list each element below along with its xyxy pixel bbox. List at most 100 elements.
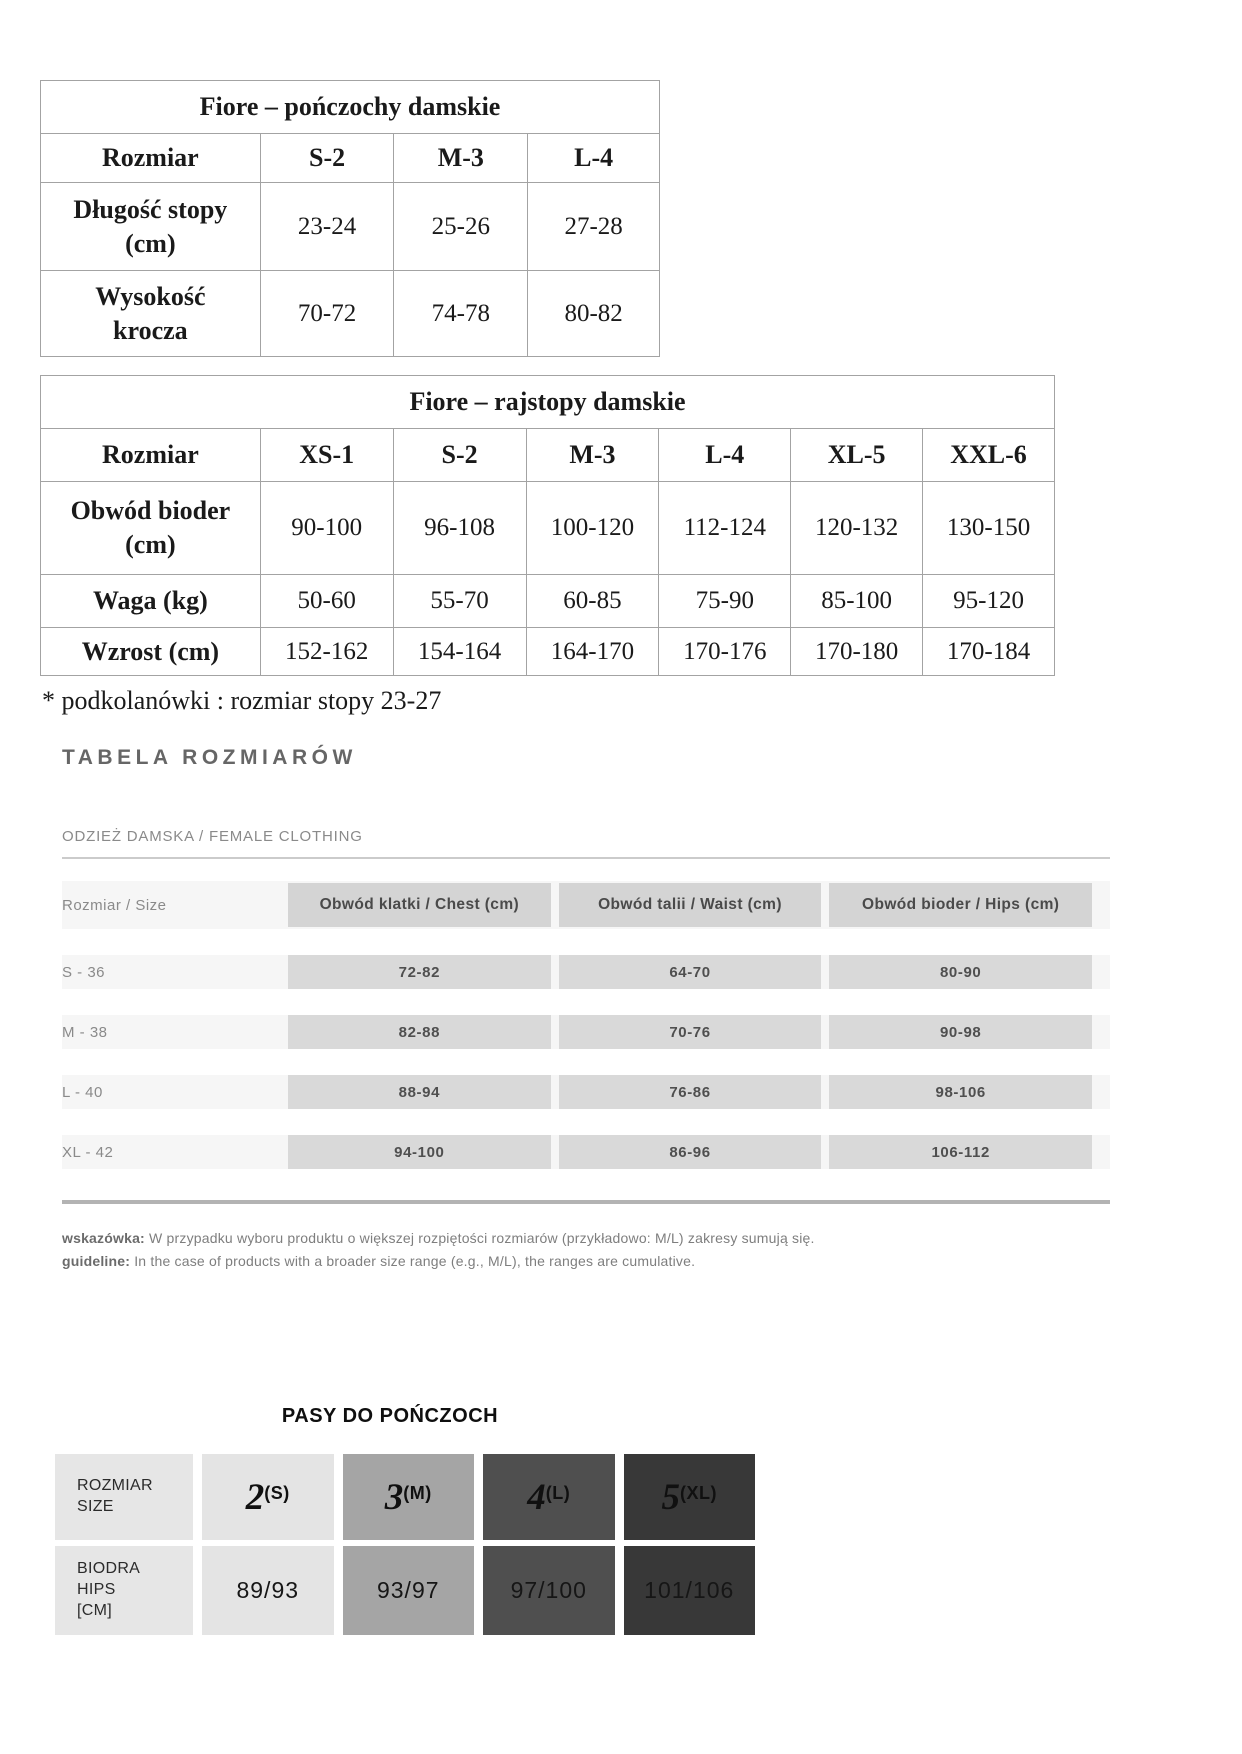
column-header: Rozmiar <box>40 133 261 183</box>
table-cell: 96-108 <box>392 481 527 575</box>
column-header: S-2 <box>392 428 527 482</box>
table-row: S - 36 72-82 64-70 80-90 <box>62 955 1110 989</box>
hips-value: 93/97 <box>376 1577 440 1603</box>
size-number: 3 <box>384 1476 404 1518</box>
table-cell: 170-180 <box>790 627 924 676</box>
hips-cell: 93/97 <box>342 1546 474 1635</box>
table-cell: 95-120 <box>922 574 1055 628</box>
row-label: Długość stopy (cm) <box>40 182 261 271</box>
size-letter: (XL) <box>680 1482 717 1503</box>
row-label: S - 36 <box>62 963 106 981</box>
table-cell: 170-184 <box>922 627 1055 676</box>
table-cell: 86-96 <box>558 1135 822 1169</box>
table-row: M - 38 82-88 70-76 90-98 <box>62 1015 1110 1049</box>
table-cell: 82-88 <box>288 1015 551 1049</box>
table-row: L - 40 88-94 76-86 98-106 <box>62 1075 1110 1109</box>
table-cell: 106-112 <box>829 1135 1093 1169</box>
table-cell: 50-60 <box>259 574 394 628</box>
divider <box>62 857 1110 859</box>
table-cell: 154-164 <box>392 627 527 676</box>
section-label: ODZIEŻ DAMSKA / FEMALE CLOTHING <box>62 828 363 845</box>
divider <box>62 1200 1110 1204</box>
hint-pl-text: W przypadku wyboru produktu o większej r… <box>144 1230 815 1246</box>
table-cell: 64-70 <box>558 955 822 989</box>
table-row: Długość stopy (cm) 23-24 25-26 27-28 <box>40 182 660 271</box>
garter-belt-heading: PASY DO POŃCZOCH <box>281 1405 499 1427</box>
table-cell: 25-26 <box>393 182 529 271</box>
column-header: M-3 <box>393 133 529 183</box>
table-cell: 170-176 <box>658 627 792 676</box>
header-row: Rozmiar / Size Obwód klatki / Chest (cm)… <box>62 881 1110 929</box>
female-clothing-size-table: ODZIEŻ DAMSKA / FEMALE CLOTHING Rozmiar … <box>62 828 1110 1204</box>
column-header: XL-5 <box>790 428 924 482</box>
column-header: Obwód bioder / Hips (cm) <box>829 883 1093 927</box>
table-cell: 90-100 <box>259 481 394 575</box>
garter-belt-table: ROZMIAR SIZE 2 (S) 3 (M) 4 (L) 5 (XL) BIODRA… <box>55 1454 755 1635</box>
size-cell: 5 (XL) <box>623 1454 755 1540</box>
hips-value: 97/100 <box>510 1577 587 1603</box>
table-cell: 100-120 <box>525 481 660 575</box>
table-cell: 70-72 <box>259 270 395 357</box>
table-cell: 55-70 <box>392 574 527 628</box>
table-row: Waga (kg) 50-60 55-70 60-85 75-90 85-100… <box>40 574 1055 628</box>
size-cell: 3 (M) <box>342 1454 474 1540</box>
hint-pl: wskazówka: W przypadku wyboru produktu o… <box>62 1227 1242 1250</box>
hips-row: BIODRA HIPS [CM] 89/93 93/97 97/100 101/… <box>55 1546 755 1635</box>
table-cell: 70-76 <box>558 1015 822 1049</box>
column-header: Obwód klatki / Chest (cm) <box>288 883 551 927</box>
fiore-rajstopy-table: Fiore – rajstopy damskie Rozmiar XS-1 S-… <box>40 375 1055 676</box>
row-label: L - 40 <box>62 1083 103 1101</box>
table-cell: 85-100 <box>790 574 924 628</box>
size-letter: (M) <box>403 1482 432 1503</box>
table-cell: 60-85 <box>525 574 660 628</box>
row-label: BIODRA HIPS [CM] <box>55 1546 193 1635</box>
row-label: M - 38 <box>62 1023 108 1041</box>
column-header: L-4 <box>527 133 660 183</box>
table-cell: 74-78 <box>393 270 529 357</box>
table-cell: 88-94 <box>288 1075 551 1109</box>
row-label: Wzrost (cm) <box>40 627 261 676</box>
size-chart-heading: TABELA ROZMIARÓW <box>62 746 357 769</box>
size-letter: (S) <box>264 1482 290 1503</box>
fiore-rajstopy-title: Fiore – rajstopy damskie <box>40 375 1055 429</box>
size-letter: (L) <box>545 1482 571 1503</box>
row-label: Waga (kg) <box>40 574 261 628</box>
size-number: 2 <box>245 1476 265 1518</box>
size-number: 4 <box>527 1476 546 1518</box>
hint-en: guideline: In the case of products with … <box>62 1250 1242 1273</box>
table-cell: 152-162 <box>259 627 394 676</box>
fiore-ponczochy-table: Fiore – pończochy damskie Rozmiar S-2 M-… <box>40 80 660 357</box>
row-label: XL - 42 <box>62 1143 114 1161</box>
hint-en-label: guideline: <box>62 1253 131 1269</box>
table-cell: 76-86 <box>558 1075 822 1109</box>
table-row: Obwód bioder (cm) 90-100 96-108 100-120 … <box>40 481 1055 575</box>
garter-belt-section: PASY DO POŃCZOCH <box>0 1405 780 1428</box>
table-cell: 130-150 <box>922 481 1055 575</box>
hips-cell: 97/100 <box>483 1546 615 1635</box>
size-number: 5 <box>661 1476 681 1518</box>
corner-label: Rozmiar / Size <box>62 896 167 914</box>
table-row: Wzrost (cm) 152-162 154-164 164-170 170-… <box>40 627 1055 676</box>
table-row: Wysokość krocza 70-72 74-78 80-82 <box>40 270 660 357</box>
table-cell: 72-82 <box>288 955 551 989</box>
table-row: XL - 42 94-100 86-96 106-112 <box>62 1135 1110 1169</box>
table-cell: 27-28 <box>527 182 660 271</box>
column-header: M-3 <box>525 428 660 482</box>
table-cell: 120-132 <box>790 481 924 575</box>
row-label: Obwód bioder (cm) <box>40 481 261 575</box>
hips-value: 101/106 <box>644 1577 735 1603</box>
hint-en-text: In the case of products with a broader s… <box>130 1253 696 1269</box>
table-cell: 80-90 <box>829 955 1093 989</box>
table-cell: 75-90 <box>658 574 792 628</box>
column-header: XXL-6 <box>922 428 1055 482</box>
size-table-hints: wskazówka: W przypadku wyboru produktu o… <box>62 1227 1242 1273</box>
hips-cell: 89/93 <box>202 1546 334 1635</box>
table-cell: 112-124 <box>658 481 792 575</box>
hips-cell: 101/106 <box>623 1546 755 1635</box>
column-header: Obwód talii / Waist (cm) <box>558 883 822 927</box>
table-cell: 94-100 <box>288 1135 551 1169</box>
column-header: S-2 <box>259 133 395 183</box>
size-cell: 2 (S) <box>202 1454 334 1540</box>
column-header: XS-1 <box>259 428 394 482</box>
